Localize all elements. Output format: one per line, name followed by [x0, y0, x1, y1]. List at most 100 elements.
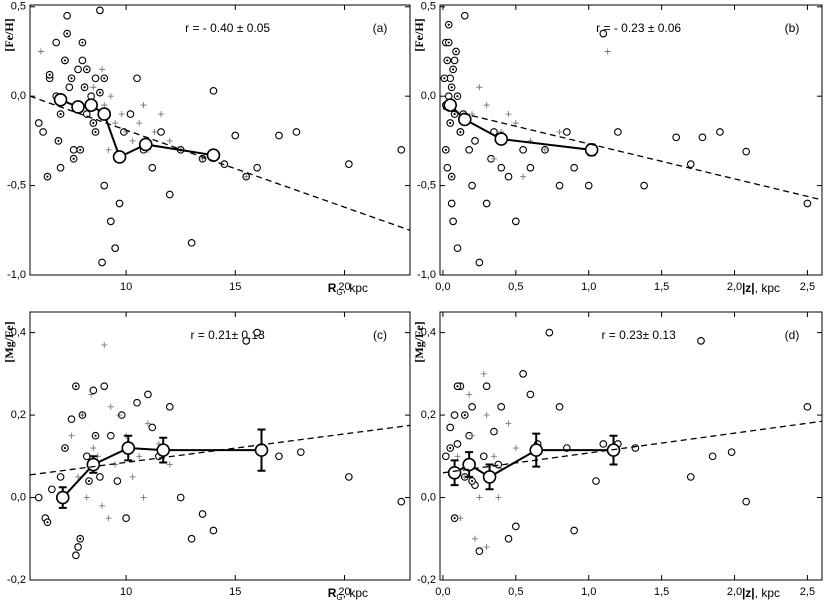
data-point [545, 328, 554, 337]
data-point-dot [48, 73, 51, 76]
data-point-dot [70, 77, 73, 80]
panel-label: (c) [373, 328, 387, 342]
data-point [453, 244, 462, 253]
data-point [483, 102, 490, 109]
data-point [727, 448, 736, 457]
data-point [562, 128, 571, 136]
y-tick-label: 0,5 [421, 1, 436, 13]
data-point [69, 145, 78, 154]
mean-point [97, 107, 112, 121]
data-point [475, 258, 484, 267]
y-tick-label: -0,2 [7, 574, 26, 586]
x-axis-symbol: R [328, 586, 337, 600]
data-point [115, 199, 124, 208]
data-point [78, 56, 87, 65]
data-point [296, 448, 305, 457]
x-tick-label: 0,5 [508, 281, 523, 293]
data-point [570, 163, 578, 172]
data-point [449, 217, 457, 226]
data-point [243, 173, 250, 180]
data-point [504, 534, 513, 543]
x-tick-label: 1,0 [581, 281, 596, 293]
annotation: r = 0.23± 0.13 [601, 328, 676, 342]
data-point-dot [83, 86, 86, 89]
data-point [106, 217, 115, 226]
data-point [47, 485, 56, 494]
data-point [497, 163, 506, 172]
mean-point [121, 441, 136, 455]
x-axis-symbol: R [328, 281, 337, 295]
x-tick-label: 1,5 [654, 281, 669, 293]
x-axis-symbol: |z| [742, 586, 755, 600]
y-tick-label: 0,2 [421, 409, 436, 421]
data-point [490, 155, 497, 162]
x-axis-label: RG, kpc [328, 281, 368, 297]
data-point [526, 390, 535, 399]
data-point [614, 128, 622, 136]
data-point-dot [456, 385, 459, 388]
data-point-dot [452, 68, 455, 71]
panel-label: (b) [785, 21, 800, 35]
data-point [101, 341, 108, 348]
x-axis-unit: , kpc [343, 281, 368, 295]
data-point-dot [63, 59, 67, 62]
data-point [441, 452, 450, 461]
data-point [74, 65, 82, 74]
y-tick-label: 0,4 [11, 327, 26, 339]
mean-point [494, 132, 509, 146]
data-point-dot [446, 59, 449, 62]
data-point [698, 133, 707, 142]
data-point-dot [453, 112, 456, 116]
data-point [253, 328, 261, 337]
data-point [686, 473, 695, 481]
data-point [68, 432, 75, 439]
data-point-dot [470, 479, 474, 483]
panel: -0,20,00,20,40,0 0,5 1,0 1,5 2,0 2,5(d)r = 0.… [412, 311, 823, 600]
data-point [140, 102, 147, 109]
data-point [34, 119, 43, 127]
mean-point [254, 443, 269, 457]
data-point [126, 110, 135, 118]
data-point-dot [74, 385, 77, 388]
y-tick-label: 0,0 [11, 491, 26, 503]
data-point [479, 452, 488, 461]
data-point [742, 147, 751, 156]
x-tick-label: 2,0 [727, 281, 742, 293]
x-tick-label: 1,5 [654, 586, 669, 598]
data-point [34, 493, 43, 502]
data-point-dot [81, 41, 84, 44]
data-point [512, 445, 519, 452]
data-point [91, 74, 100, 83]
y-axis-label: [Mg/Fe] [2, 321, 16, 362]
data-point [465, 145, 474, 154]
data-point [716, 128, 724, 136]
y-axis-label: [Fe/H] [412, 18, 426, 51]
x-tick-label: 10 [120, 586, 132, 598]
data-point [475, 547, 484, 555]
y-tick-label: -0,5 [417, 180, 436, 192]
data-point [166, 137, 173, 144]
data-point [570, 526, 578, 535]
panel-label: (d) [785, 328, 800, 342]
data-point [99, 502, 106, 509]
data-point [520, 173, 527, 180]
data-point [56, 163, 65, 172]
data-point-dot [103, 77, 106, 80]
data-point [497, 402, 506, 411]
x-axis-label: |z|, kpc [742, 281, 780, 295]
data-point [397, 145, 406, 154]
data-point [90, 84, 97, 91]
data-point [599, 440, 608, 448]
data-point [37, 48, 44, 55]
trend-line [29, 95, 411, 231]
data-point [490, 453, 497, 460]
data-point [460, 11, 469, 20]
data-point [176, 493, 185, 502]
data-point [122, 514, 130, 523]
data-point-dot [79, 537, 82, 540]
panel-label: (a) [373, 21, 388, 35]
panel: -1,0 -0,5 0,0 0,5 10 15 20 (a) r = - 0.40 ± 0.05… [2, 1, 411, 297]
data-point [631, 444, 640, 452]
data-point [148, 423, 157, 432]
data-point [471, 535, 478, 542]
